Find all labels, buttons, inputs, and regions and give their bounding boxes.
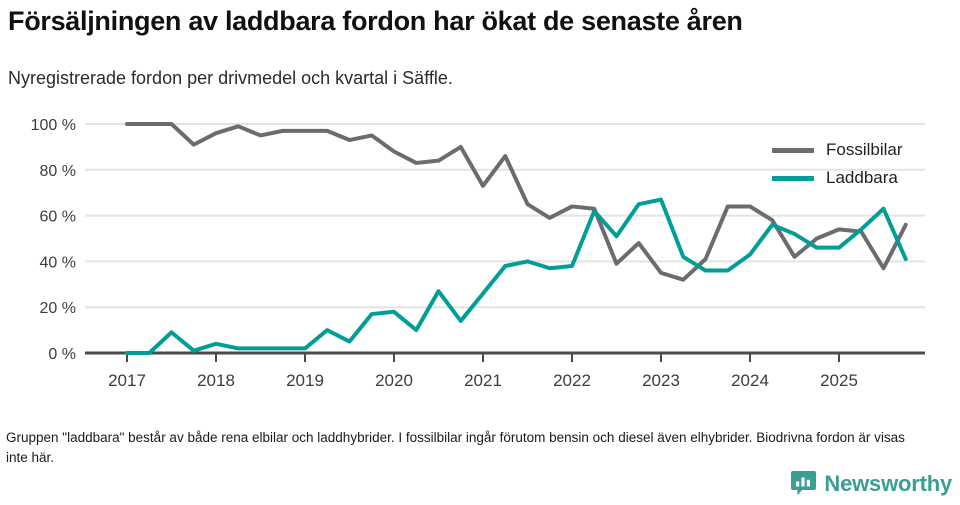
legend-swatch-laddbara — [772, 175, 814, 181]
chart-legend: Fossilbilar Laddbara — [772, 136, 957, 192]
page-title: Försäljningen av laddbara fordon har öka… — [8, 6, 743, 36]
y-axis-tick-label: 0 % — [48, 346, 76, 363]
x-axis-tick-label: 2022 — [553, 371, 591, 390]
newsworthy-logo-text: Newsworthy — [824, 470, 952, 496]
y-axis-tick-label: 60 % — [40, 209, 76, 226]
x-axis-tick-label: 2021 — [464, 371, 502, 390]
x-axis-tick-label: 2024 — [731, 371, 769, 390]
newsworthy-logo: Newsworthy — [790, 470, 952, 497]
x-axis-tick-label: 2019 — [286, 371, 324, 390]
y-axis-tick-label: 100 % — [31, 117, 76, 134]
y-axis-tick-label: 20 % — [40, 300, 76, 317]
chart-footnote: Gruppen "laddbara" består av både rena e… — [6, 430, 905, 465]
legend-item-laddbara: Laddbara — [772, 164, 957, 192]
line-chart: 0 % 20 % 40 % 60 % 80 % 100 % 2017 2018 2019 2020… — [31, 117, 925, 390]
page-subtitle: Nyregistrerade fordon per drivmedel och … — [8, 68, 453, 88]
series-line-laddbara — [125, 197, 908, 355]
y-axis-tick-label: 40 % — [40, 254, 76, 271]
legend-swatch-fossilbilar — [772, 147, 814, 153]
x-axis-tick-label: 2020 — [375, 371, 413, 390]
x-axis-tick-label: 2018 — [197, 371, 235, 390]
legend-item-fossilbilar: Fossilbilar — [772, 136, 957, 164]
chart-plot-area: 0 % 20 % 40 % 60 % 80 % 100 % 2017 2018 2019 2020… — [0, 105, 960, 405]
x-axis-tick-label: 2023 — [642, 371, 680, 390]
x-axis-tick-label: 2025 — [820, 371, 858, 390]
y-axis-tick-label: 80 % — [40, 163, 76, 180]
x-axis-tick-label: 2017 — [108, 371, 146, 390]
legend-label-laddbara: Laddbara — [826, 168, 898, 187]
legend-label-fossilbilar: Fossilbilar — [826, 140, 903, 159]
bar-chart-bubble-icon — [790, 470, 817, 497]
